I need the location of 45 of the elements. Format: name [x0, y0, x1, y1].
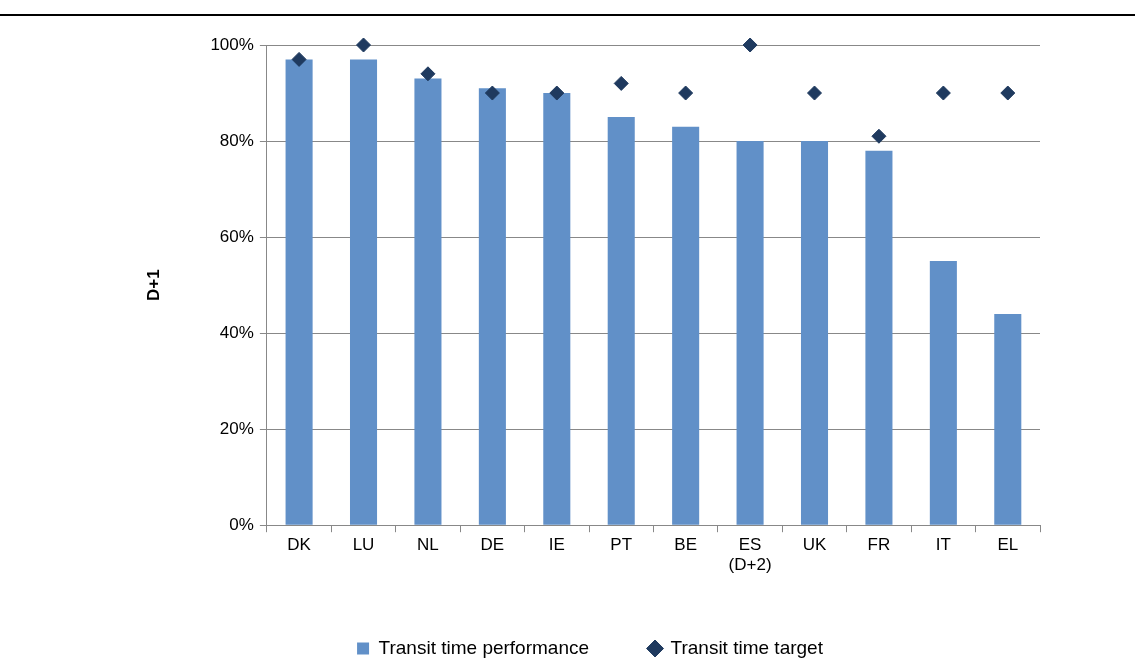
bar [929, 261, 957, 525]
bar [543, 93, 571, 525]
x-tick-label: IT [935, 535, 951, 555]
point [291, 51, 307, 67]
x-tick-label: UK [802, 535, 827, 555]
y-tick-label: 40% [219, 322, 254, 342]
y-tick-label: 20% [219, 418, 254, 438]
bar [349, 59, 378, 525]
bar [800, 141, 829, 525]
point [484, 85, 500, 101]
point [1000, 85, 1016, 101]
x-tick-label: FR [867, 535, 891, 555]
point [678, 85, 694, 101]
legend-label: Transit time performance [378, 636, 590, 658]
bar [865, 150, 893, 525]
x-tick-label: PT [610, 535, 633, 555]
legend-label: Transit time target [670, 636, 824, 658]
y-tick-label: 0% [229, 514, 254, 534]
x-tick-label: DK [287, 535, 312, 555]
y-tick-label: 100% [210, 34, 254, 54]
bar [414, 78, 442, 525]
y-axis-title: D+1 [143, 269, 163, 301]
point [807, 85, 823, 101]
bar [994, 313, 1022, 525]
x-tick-label: NL [417, 535, 439, 555]
bar [478, 88, 506, 525]
x-tick-label: DE [480, 535, 505, 555]
point [613, 75, 629, 91]
point [356, 37, 372, 53]
x-tick-label: LU [352, 535, 375, 555]
y-tick-label: 60% [219, 226, 254, 246]
bar [672, 126, 700, 525]
x-tick-label: ES (D+2) [728, 535, 772, 575]
x-tick-label: EL [997, 535, 1019, 555]
point [742, 37, 758, 53]
point [935, 85, 951, 101]
point [549, 85, 565, 101]
bar [607, 117, 635, 525]
x-tick-label: BE [674, 535, 697, 555]
x-tick-label: IE [548, 535, 565, 555]
point [871, 128, 887, 144]
point [420, 66, 436, 82]
bar [285, 59, 313, 525]
y-tick-label: 80% [219, 130, 254, 150]
bar [736, 141, 764, 525]
